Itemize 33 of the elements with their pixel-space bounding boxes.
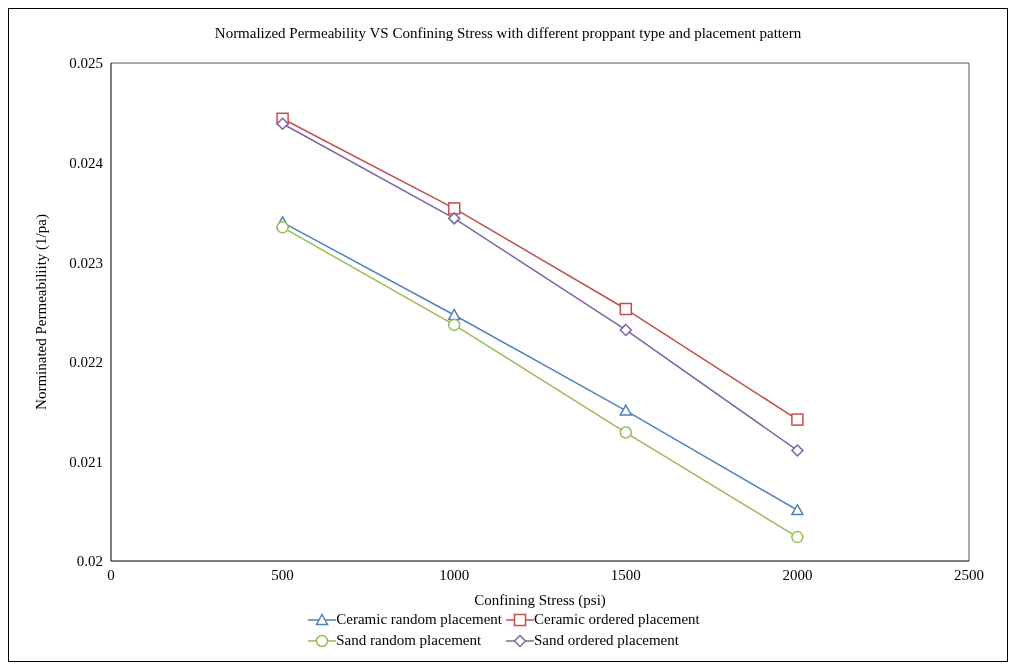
x-tick-label: 2000 — [782, 566, 813, 583]
y-tick-label: 0.022 — [69, 354, 103, 371]
x-tick-label: 2500 — [954, 566, 984, 583]
point — [447, 308, 461, 321]
point — [276, 117, 289, 131]
point — [619, 404, 633, 416]
y-axis-title: Norminated Permeabiliity (1/pa) — [33, 214, 51, 410]
point — [791, 413, 804, 426]
legend-label: Sand ordered placement — [534, 632, 679, 649]
point — [791, 444, 804, 457]
y-tick-label: 0.023 — [69, 254, 103, 271]
legend-label: Ceramic random placement — [336, 611, 502, 628]
x-tick-label: 500 — [271, 566, 294, 583]
legend-label: Ceramic ordered placement — [534, 611, 700, 628]
chart-title: Normalized Permeability VS Confining Stress with different proppant type and placement pattern — [213, 24, 803, 43]
y-tick-label: 0.021 — [69, 453, 103, 470]
point — [276, 221, 289, 234]
point — [619, 426, 633, 439]
x-axis-title: Confining Stress (psi) — [474, 592, 606, 609]
point — [791, 503, 804, 516]
point — [447, 212, 461, 225]
x-tick-label: 0 — [107, 566, 115, 583]
legend-label: Sand random placement — [336, 632, 482, 649]
y-tick-label: 0.02 — [76, 553, 103, 570]
x-tick-label: 1500 — [610, 566, 641, 583]
point — [447, 318, 461, 332]
point — [791, 530, 804, 544]
y-tick-label: 0.024 — [69, 154, 104, 171]
x-tick-label: 1000 — [439, 566, 470, 583]
y-tick-label: 0.025 — [69, 55, 103, 72]
point — [619, 323, 633, 337]
point — [619, 302, 633, 316]
point — [447, 202, 461, 215]
